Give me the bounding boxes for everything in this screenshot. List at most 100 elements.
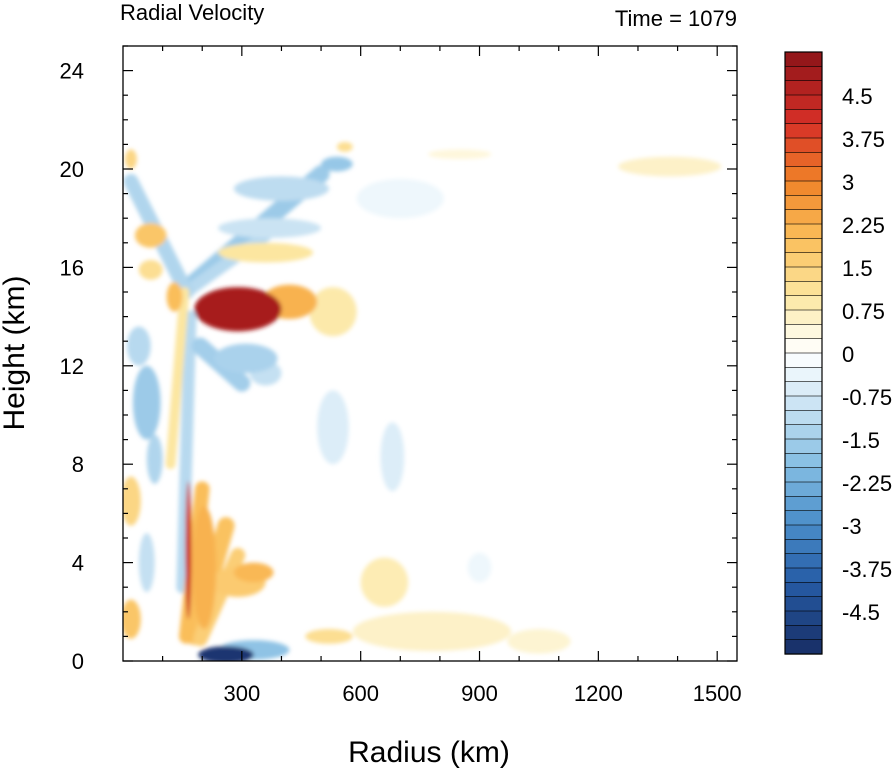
- x-axis-ticks: 300 600 900 1200 1500: [162, 46, 742, 706]
- heat-cell: [233, 176, 329, 201]
- colorbar-swatch: [784, 381, 823, 397]
- colorbar-label: -4.5: [842, 600, 880, 625]
- colorbar-swatch: [784, 51, 823, 67]
- heat-cell: [218, 242, 314, 263]
- y-axis-label: Height (km): [0, 275, 31, 430]
- colorbar-swatch: [784, 367, 823, 383]
- colorbar-swatch: [784, 352, 823, 368]
- colorbar-swatch: [784, 80, 823, 96]
- colorbar-swatch: [784, 596, 823, 612]
- heat-cell: [134, 223, 167, 248]
- colorbar-swatch: [784, 582, 823, 598]
- heat-cell: [309, 287, 357, 337]
- colorbar-label: -0.75: [842, 385, 892, 410]
- colorbar-swatch: [784, 295, 823, 311]
- y-tick-label: 16: [60, 255, 84, 280]
- x-tick-label: 1500: [693, 681, 742, 706]
- colorbar-labels: 4.5 3.75 3 2.25 1.5 0.75 0 -0.75 -1.5 -2.25 -3 -3.7…: [842, 84, 892, 625]
- y-tick-label: 4: [72, 551, 84, 576]
- heat-cell: [124, 149, 137, 169]
- heat-cell: [305, 629, 353, 644]
- colorbar-label: -2.25: [842, 471, 892, 496]
- colorbar-swatch: [784, 309, 823, 325]
- colorbar-swatch: [784, 223, 823, 239]
- colorbar-swatch: [784, 510, 823, 526]
- colorbar-label: -1.5: [842, 428, 880, 453]
- colorbar-swatch: [784, 109, 823, 125]
- heat-cell: [336, 141, 353, 152]
- colorbar-swatch: [784, 137, 823, 153]
- heat-cell: [233, 562, 274, 583]
- y-tick-label: 8: [72, 452, 84, 477]
- heat-cell: [123, 476, 141, 526]
- colorbar-swatch: [784, 424, 823, 440]
- colorbar-swatch: [784, 123, 823, 139]
- heat-cell: [185, 481, 192, 620]
- colorbar-label: 0: [842, 342, 854, 367]
- colorbar-swatch: [784, 453, 823, 469]
- colorbar: [784, 51, 823, 655]
- colorbar-swatch: [784, 438, 823, 454]
- y-tick-label: 24: [60, 59, 84, 84]
- heat-cell: [428, 149, 492, 160]
- heat-cell: [352, 611, 512, 652]
- colorbar-label: 1.5: [842, 256, 873, 281]
- time-label: Time = 1079: [615, 6, 737, 31]
- y-tick-label: 20: [60, 157, 84, 182]
- x-tick-label: 600: [342, 681, 379, 706]
- plot-frame: [122, 45, 738, 662]
- y-axis-ticks: 0 4 8 12 16 20 24: [60, 45, 737, 674]
- colorbar-swatch: [784, 467, 823, 483]
- colorbar-swatch: [784, 625, 823, 641]
- colorbar-label: 0.75: [842, 299, 885, 324]
- heat-cell: [317, 390, 349, 465]
- colorbar-frame: [784, 51, 823, 655]
- colorbar-swatch: [784, 338, 823, 354]
- heat-cell: [123, 599, 141, 639]
- colorbar-swatch: [784, 610, 823, 626]
- heat-cell: [138, 533, 155, 593]
- colorbar-swatch: [784, 395, 823, 411]
- colorbar-swatch: [784, 66, 823, 82]
- colorbar-swatch: [784, 166, 823, 182]
- heat-cell: [618, 156, 722, 177]
- heat-cell: [194, 287, 282, 332]
- x-tick-label: 900: [461, 681, 498, 706]
- colorbar-swatch: [784, 94, 823, 110]
- heat-cell: [467, 552, 492, 583]
- y-tick-label: 12: [60, 354, 84, 379]
- colorbar-swatch: [784, 238, 823, 254]
- colorbar-label: 4.5: [842, 84, 873, 109]
- heat-cell: [380, 422, 405, 492]
- colorbar-label: -3: [842, 514, 862, 539]
- colorbar-swatch: [784, 152, 823, 168]
- heat-cell: [166, 282, 183, 312]
- heat-cell: [132, 365, 161, 440]
- colorbar-swatch: [784, 209, 823, 225]
- heat-cell: [214, 343, 278, 374]
- colorbar-swatch: [784, 496, 823, 512]
- colorbar-swatch: [784, 324, 823, 340]
- colorbar-swatch: [784, 539, 823, 555]
- heat-cell: [138, 260, 163, 280]
- colorbar-swatch: [784, 195, 823, 211]
- x-tick-label: 1200: [574, 681, 623, 706]
- y-tick-label: 0: [72, 649, 84, 674]
- heat-cell: [360, 557, 409, 607]
- colorbar-swatch: [784, 281, 823, 297]
- heat-cell: [146, 434, 163, 484]
- colorbar-label: 3.75: [842, 127, 885, 152]
- heat-cell: [192, 506, 217, 630]
- x-tick-label: 300: [223, 681, 260, 706]
- heat-ridge: [176, 310, 197, 594]
- colorbar-swatch: [784, 410, 823, 426]
- colorbar-label: -3.75: [842, 557, 892, 582]
- colorbar-swatch: [784, 481, 823, 497]
- heat-cell: [218, 218, 322, 238]
- heat-cell: [507, 629, 571, 654]
- x-axis-label: Radius (km): [348, 736, 510, 769]
- heat-cell: [321, 156, 353, 172]
- heat-cell: [198, 646, 254, 661]
- heat-cell: [126, 326, 151, 366]
